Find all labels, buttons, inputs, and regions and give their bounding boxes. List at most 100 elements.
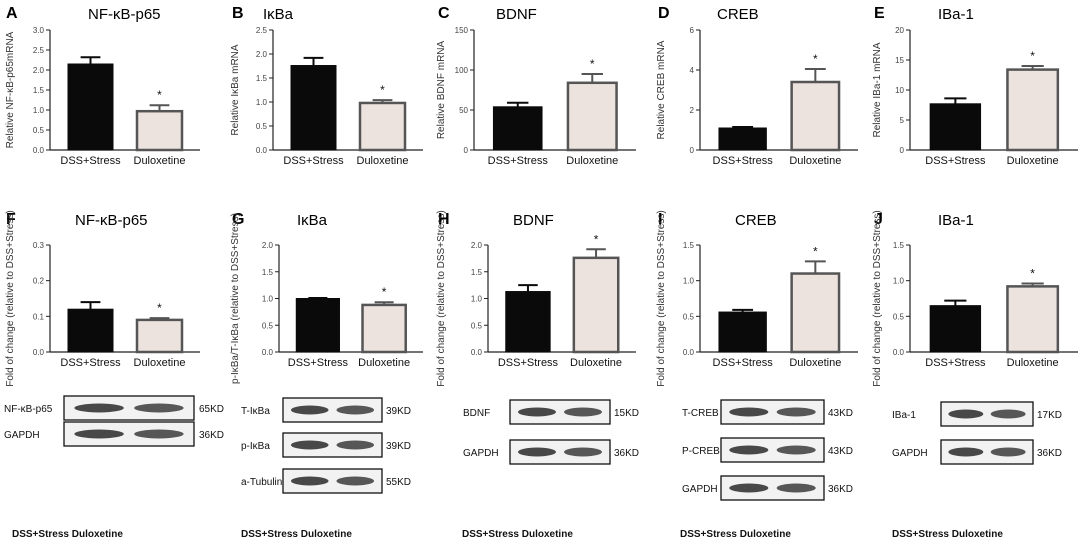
y-axis-label-e: Relative IBa-1 mRNA <box>872 42 883 137</box>
bar-c-duloxetine <box>566 81 618 152</box>
bar-g-duloxetine <box>361 303 407 354</box>
blot-band-g <box>290 405 329 415</box>
significance-marker-c: * <box>590 57 595 71</box>
bar-e-duloxetine <box>1006 68 1060 152</box>
blot-band-i <box>729 445 769 455</box>
blot-band-h <box>518 407 556 417</box>
y-axis-label-h: Fold of change (relative to DSS+Stress) <box>436 210 447 386</box>
y-axis-label-i: Fold of change (relative to DSS+Stress) <box>656 210 667 386</box>
y-axis-label-b: Relative IκBa mRNA <box>230 44 241 135</box>
x-category-label-g: DSS+Stress <box>288 357 349 369</box>
y-tick-label-g: 0.5 <box>262 321 274 330</box>
bar-i-duloxetine <box>790 272 841 354</box>
blot-lane-labels-h: DSS+Stress Duloxetine <box>462 529 573 540</box>
blot-band-f <box>74 403 124 413</box>
y-tick-label-b: 0.5 <box>256 122 268 131</box>
y-tick-label-b: 2.5 <box>256 26 268 35</box>
y-tick-label-a: 2.0 <box>33 66 45 75</box>
y-tick-label-g: 0.0 <box>262 348 274 357</box>
bar-f-dss-stress <box>67 308 114 353</box>
panel-title-a: NF-κB-p65 <box>88 6 161 23</box>
blot-band-g <box>336 405 375 415</box>
bar-j-dss-stress <box>929 305 982 353</box>
x-category-label-a: Duloxetine <box>134 155 186 167</box>
y-axis-label-g: p-IκBa/T-IκBa (relative to DSS+Stress) <box>230 213 241 384</box>
panel-title-j: IBa-1 <box>938 212 974 229</box>
significance-marker-f: * <box>157 301 162 315</box>
panel-label-e: E <box>874 5 885 22</box>
blot-lane-labels-j: DSS+Stress Duloxetine <box>892 529 1003 540</box>
x-category-label-d: DSS+Stress <box>713 155 774 167</box>
significance-marker-d: * <box>813 52 818 66</box>
molecular-weight-label-f: 36KD <box>199 430 224 441</box>
blot-label-g: T-IκBa <box>241 406 270 417</box>
y-tick-label-b: 1.0 <box>256 98 268 107</box>
blot-band-g <box>290 440 329 450</box>
panel-label-h: H <box>438 211 450 228</box>
y-axis-label-f: Fold of change (relative to DSS+Stress) <box>5 210 16 386</box>
y-tick-label-b: 2.0 <box>256 50 268 59</box>
molecular-weight-label-g: 39KD <box>386 406 411 417</box>
y-tick-label-b: 0.0 <box>256 146 268 155</box>
panel-label-a: A <box>6 5 18 22</box>
bar-d-dss-stress <box>718 127 767 151</box>
panel-title-h: BDNF <box>513 212 554 229</box>
blot-band-i <box>776 483 816 493</box>
significance-marker-b: * <box>380 83 385 97</box>
y-tick-label-e: 20 <box>895 26 904 35</box>
y-tick-label-a: 0.5 <box>33 126 45 135</box>
molecular-weight-label-i: 43KD <box>828 446 853 457</box>
bar-a-dss-stress <box>67 63 114 151</box>
molecular-weight-label-j: 36KD <box>1037 448 1062 459</box>
molecular-weight-label-f: 65KD <box>199 404 224 415</box>
molecular-weight-label-g: 55KD <box>386 477 411 488</box>
y-tick-label-j: 1.5 <box>893 241 905 250</box>
panel-title-f: NF-κB-p65 <box>75 212 148 229</box>
y-tick-label-i: 1.5 <box>683 241 695 250</box>
blot-label-i: T-CREB <box>682 408 719 419</box>
blot-lane-labels-f: DSS+Stress Duloxetine <box>12 529 123 540</box>
y-tick-label-c: 150 <box>455 26 469 35</box>
blot-band-h <box>564 447 602 457</box>
y-tick-label-d: 6 <box>690 26 695 35</box>
x-category-label-f: DSS+Stress <box>60 357 121 369</box>
blot-band-j <box>990 409 1026 419</box>
bar-d-duloxetine <box>790 80 841 152</box>
y-tick-label-b: 1.5 <box>256 74 268 83</box>
bar-b-duloxetine <box>358 101 407 152</box>
y-tick-label-g: 1.0 <box>262 295 274 304</box>
blot-band-f <box>134 403 184 413</box>
y-tick-label-h: 2.0 <box>471 241 483 250</box>
x-category-label-g: Duloxetine <box>358 357 410 369</box>
bar-f-duloxetine <box>135 318 184 354</box>
y-axis-label-c: Relative BDNF mRNA <box>436 41 447 140</box>
blot-band-g <box>336 440 375 450</box>
y-tick-label-f: 0.1 <box>33 312 45 321</box>
x-category-label-j: DSS+Stress <box>925 357 986 369</box>
x-category-label-b: Duloxetine <box>357 155 409 167</box>
bar-c-dss-stress <box>492 106 543 151</box>
molecular-weight-label-j: 17KD <box>1037 410 1062 421</box>
x-category-label-d: Duloxetine <box>789 155 841 167</box>
y-tick-label-d: 0 <box>690 146 695 155</box>
blot-label-g: p-IκBa <box>241 441 270 452</box>
blot-label-f: NF-κB-p65 <box>4 404 53 415</box>
panel-title-c: BDNF <box>496 6 537 23</box>
panel-label-g: G <box>232 211 244 228</box>
blot-band-i <box>776 445 816 455</box>
y-tick-label-h: 1.0 <box>471 295 483 304</box>
y-tick-label-e: 10 <box>895 86 904 95</box>
x-category-label-c: DSS+Stress <box>488 155 549 167</box>
blot-band-i <box>729 483 769 493</box>
blot-label-g: a-Tubulin <box>241 477 282 488</box>
y-tick-label-i: 0.0 <box>683 348 695 357</box>
bar-i-dss-stress <box>718 311 767 353</box>
x-category-label-c: Duloxetine <box>566 155 618 167</box>
blot-band-h <box>518 447 556 457</box>
panel-label-i: I <box>658 211 662 228</box>
molecular-weight-label-g: 39KD <box>386 441 411 452</box>
y-tick-label-j: 0.0 <box>893 348 905 357</box>
blot-band-j <box>948 447 984 457</box>
panel-title-e: IBa-1 <box>938 6 974 23</box>
